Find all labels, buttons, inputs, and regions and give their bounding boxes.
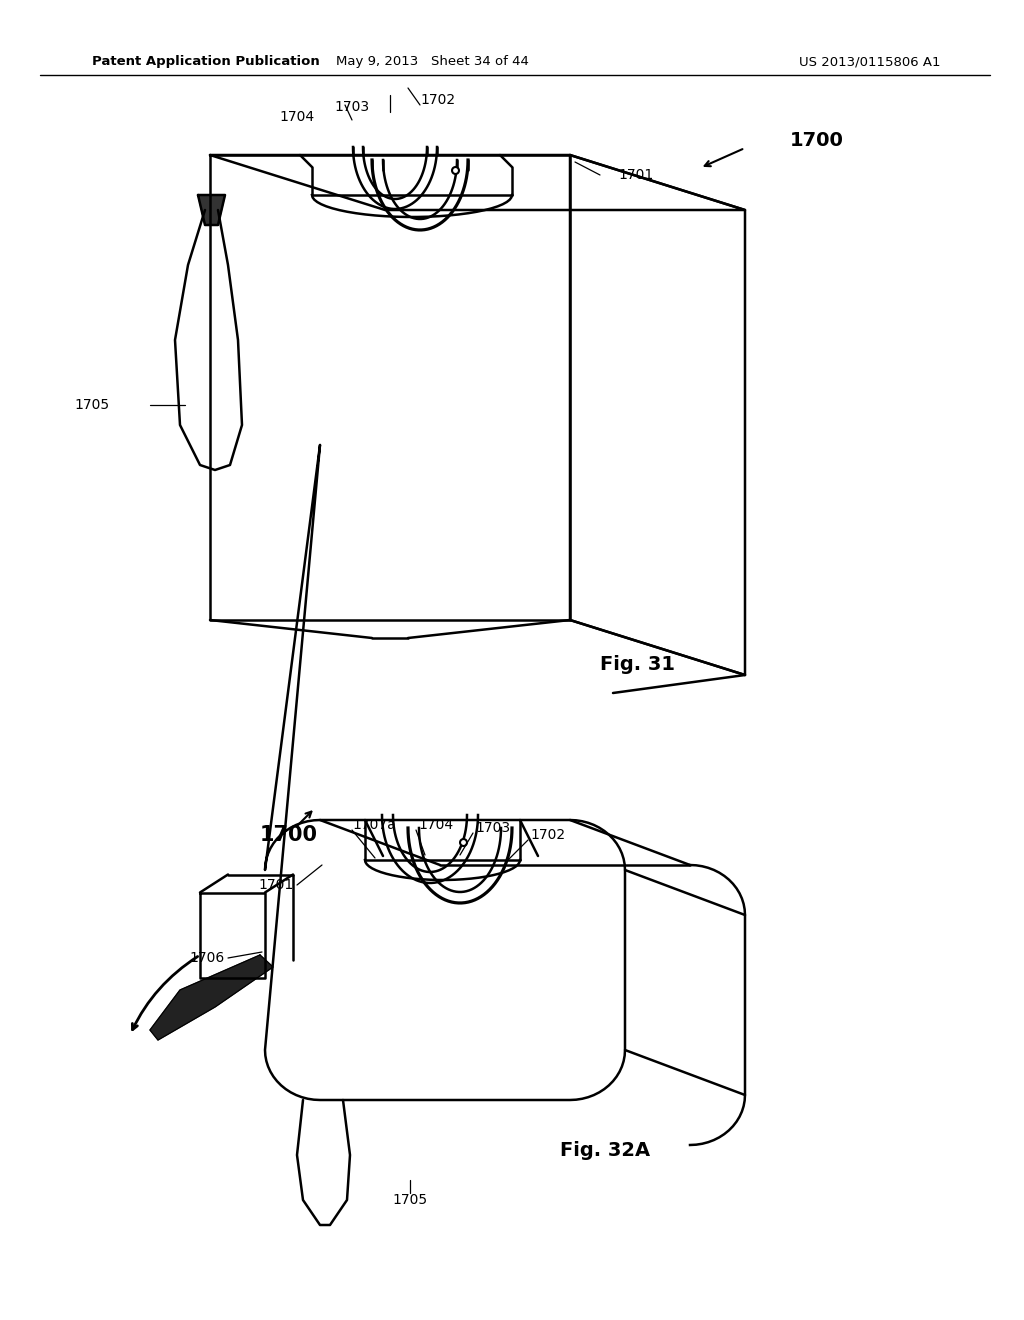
Text: 1706: 1706: [189, 950, 225, 965]
Polygon shape: [198, 195, 225, 224]
Text: 1707a: 1707a: [352, 818, 395, 832]
Text: 1702: 1702: [530, 828, 565, 842]
Text: Fig. 32A: Fig. 32A: [560, 1140, 650, 1159]
Text: 1704: 1704: [418, 818, 454, 832]
Text: 1705: 1705: [392, 1193, 428, 1206]
Text: 1705: 1705: [75, 399, 110, 412]
Text: 1703: 1703: [475, 821, 510, 836]
Text: Fig. 31: Fig. 31: [600, 656, 675, 675]
Text: 1704: 1704: [280, 110, 315, 124]
Text: Patent Application Publication: Patent Application Publication: [92, 55, 319, 69]
Text: US 2013/0115806 A1: US 2013/0115806 A1: [800, 55, 941, 69]
Text: 1702: 1702: [420, 92, 455, 107]
Text: 1700: 1700: [260, 825, 318, 845]
Text: 1701: 1701: [618, 168, 653, 182]
Text: May 9, 2013   Sheet 34 of 44: May 9, 2013 Sheet 34 of 44: [336, 55, 528, 69]
Text: 1701: 1701: [258, 878, 293, 892]
Text: 1700: 1700: [790, 131, 844, 149]
Text: 1703: 1703: [335, 100, 370, 114]
Polygon shape: [150, 954, 273, 1040]
